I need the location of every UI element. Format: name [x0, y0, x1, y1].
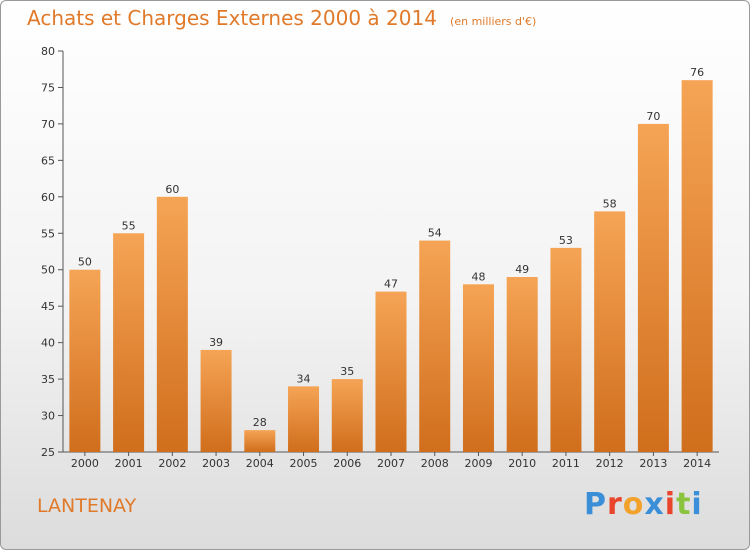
x-tick-label: 2001: [115, 457, 143, 470]
data-label: 70: [646, 110, 660, 123]
data-label: 55: [122, 219, 136, 232]
bar: [637, 123, 669, 452]
y-tick-label: 75: [41, 81, 55, 94]
data-label: 34: [297, 372, 311, 385]
proxiti-logo: Proxiti: [584, 487, 703, 522]
y-tick-label: 25: [41, 446, 55, 459]
y-tick-label: 45: [41, 300, 55, 313]
y-tick-label: 40: [41, 337, 55, 350]
bar: [506, 277, 538, 452]
x-tick-label: 2014: [683, 457, 711, 470]
bar: [244, 430, 276, 452]
bar: [594, 211, 626, 452]
logo-letter: i: [664, 487, 677, 522]
data-label: 49: [515, 263, 529, 276]
x-tick-label: 2007: [377, 457, 405, 470]
x-tick-label: 2013: [639, 457, 667, 470]
x-tick-label: 2010: [508, 457, 536, 470]
bar: [69, 269, 101, 452]
x-tick-label: 2002: [158, 457, 186, 470]
x-tick-label: 2000: [71, 457, 99, 470]
bar: [375, 291, 407, 452]
data-label: 47: [384, 278, 398, 291]
data-label: 50: [78, 256, 92, 269]
logo-letter: i: [691, 487, 703, 522]
data-label: 76: [690, 66, 704, 79]
data-label: 28: [253, 416, 267, 429]
data-label: 53: [559, 234, 573, 247]
y-tick-label: 60: [41, 191, 55, 204]
bar: [288, 386, 320, 452]
x-tick-label: 2011: [552, 457, 580, 470]
title-row: Achats et Charges Externes 2000 à 2014 (…: [27, 6, 536, 30]
bar: [200, 349, 232, 452]
logo-letter: P: [584, 487, 607, 522]
logo-letter: x: [644, 487, 665, 522]
logo-letter: r: [607, 487, 623, 522]
chart-title: Achats et Charges Externes 2000 à 2014: [27, 6, 437, 30]
x-tick-label: 2008: [421, 457, 449, 470]
x-tick-label: 2012: [596, 457, 624, 470]
y-tick-label: 50: [41, 264, 55, 277]
data-label: 48: [471, 270, 485, 283]
y-tick-label: 55: [41, 227, 55, 240]
data-label: 54: [428, 227, 442, 240]
bar: [156, 196, 188, 452]
commune-name: LANTENAY: [37, 495, 137, 517]
y-tick-label: 80: [41, 45, 55, 58]
y-tick-label: 30: [41, 410, 55, 423]
y-tick-label: 35: [41, 373, 55, 386]
bar: [462, 284, 494, 452]
x-tick-label: 2009: [464, 457, 492, 470]
y-tick-label: 70: [41, 118, 55, 131]
data-label: 39: [209, 336, 223, 349]
chart-subtitle: (en milliers d'€): [450, 15, 537, 28]
data-label: 35: [340, 365, 354, 378]
y-tick-label: 65: [41, 154, 55, 167]
x-tick-label: 2006: [333, 457, 361, 470]
data-label: 58: [603, 197, 617, 210]
bar: [550, 247, 582, 452]
data-label: 60: [165, 183, 179, 196]
logo-letter: o: [622, 487, 645, 522]
x-tick-label: 2003: [202, 457, 230, 470]
bar: [681, 80, 713, 452]
bar: [419, 240, 451, 452]
x-tick-label: 2004: [246, 457, 274, 470]
x-tick-label: 2005: [290, 457, 318, 470]
logo-letter: t: [676, 487, 692, 522]
bar: [331, 379, 363, 452]
bar: [113, 233, 145, 452]
